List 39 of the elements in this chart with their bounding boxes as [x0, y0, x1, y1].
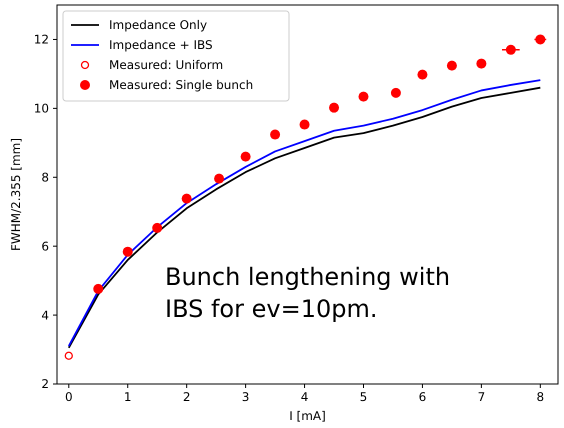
y-tick-label: 10: [34, 102, 49, 116]
y-tick-label: 8: [41, 170, 49, 184]
y-tick-label: 12: [34, 32, 49, 47]
point: [64, 352, 73, 360]
x-tick-label: 8: [536, 390, 544, 404]
x-tick-label: 1: [124, 390, 132, 404]
x-tick-label: 0: [64, 390, 73, 404]
x-tick-label: 3: [242, 390, 250, 404]
y-tick-label: 2: [41, 377, 49, 392]
point: [152, 222, 162, 233]
x-tick-label: 6: [418, 390, 426, 404]
x-tick-label: 7: [478, 390, 486, 404]
point: [446, 60, 457, 71]
point: [390, 88, 401, 98]
legend-label: Impedance Only: [109, 18, 208, 32]
annotation: Bunch lengthening with IBS for ev=10pm.: [165, 263, 450, 323]
y-tick-label: 6: [41, 239, 49, 254]
x-tick-label: 4: [300, 390, 308, 404]
point: [214, 174, 224, 184]
point: [358, 92, 368, 102]
point: [122, 246, 133, 257]
point: [240, 152, 251, 162]
x-tick-label: 2: [182, 390, 190, 404]
y-tick-label: 4: [41, 308, 49, 322]
x-axis-title: I [mA]: [289, 409, 326, 423]
point: [93, 284, 104, 294]
legend-label: Measured: Uniform: [109, 58, 224, 72]
x-tick-label: 5: [360, 390, 368, 404]
y-axis-title: FWHM/2.355 [mm]: [9, 138, 23, 252]
point: [182, 194, 192, 204]
point: [506, 44, 516, 55]
point: [476, 58, 486, 69]
legend-label: Measured: Single bunch: [109, 78, 254, 92]
point: [535, 34, 546, 44]
point: [270, 130, 280, 140]
point: [417, 70, 428, 80]
point: [300, 120, 310, 130]
point: [329, 102, 340, 113]
legend-label: Impedance + IBS: [109, 38, 213, 52]
